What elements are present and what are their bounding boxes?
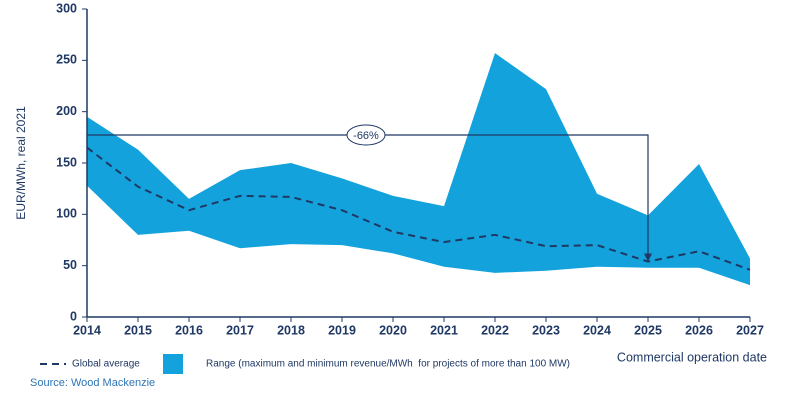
y-axis-label: EUR/MWh, real 2021 <box>14 106 28 220</box>
x-tick-label: 2015 <box>124 323 152 337</box>
legend-swatch <box>163 354 183 374</box>
legend-label: Range (maximum and minimum revenue/MWh f… <box>206 359 570 370</box>
x-tick-label: 2014 <box>73 323 101 337</box>
x-tick-label: 2017 <box>226 323 254 337</box>
legend-label: Global average <box>72 359 140 370</box>
y-tick-label: 50 <box>63 258 77 272</box>
annotation-label: -66% <box>353 130 379 142</box>
x-tick-label: 2016 <box>175 323 203 337</box>
x-axis-label: Commercial operation date <box>617 350 767 364</box>
y-tick-label: 100 <box>56 207 77 221</box>
y-tick-label: 0 <box>70 309 77 323</box>
y-tick-label: 300 <box>56 1 77 15</box>
y-tick-label: 200 <box>56 104 77 118</box>
x-tick-label: 2027 <box>736 323 764 337</box>
x-tick-label: 2025 <box>634 323 662 337</box>
annotation-bracket <box>87 134 649 256</box>
x-tick-label: 2026 <box>685 323 713 337</box>
y-tick-label: 250 <box>56 53 77 67</box>
x-tick-label: 2023 <box>532 323 560 337</box>
x-tick-label: 2018 <box>277 323 305 337</box>
annotation-arrowhead <box>644 253 652 262</box>
x-tick-label: 2019 <box>328 323 356 337</box>
x-tick-label: 2024 <box>583 323 611 337</box>
x-tick-label: 2021 <box>430 323 458 337</box>
range-area <box>87 53 750 286</box>
x-tick-label: 2022 <box>481 323 509 337</box>
annotation-oval <box>346 124 386 146</box>
x-tick-label: 2020 <box>379 323 407 337</box>
y-tick-label: 150 <box>56 155 77 169</box>
source: Source: Wood Mackenzie <box>30 377 155 389</box>
